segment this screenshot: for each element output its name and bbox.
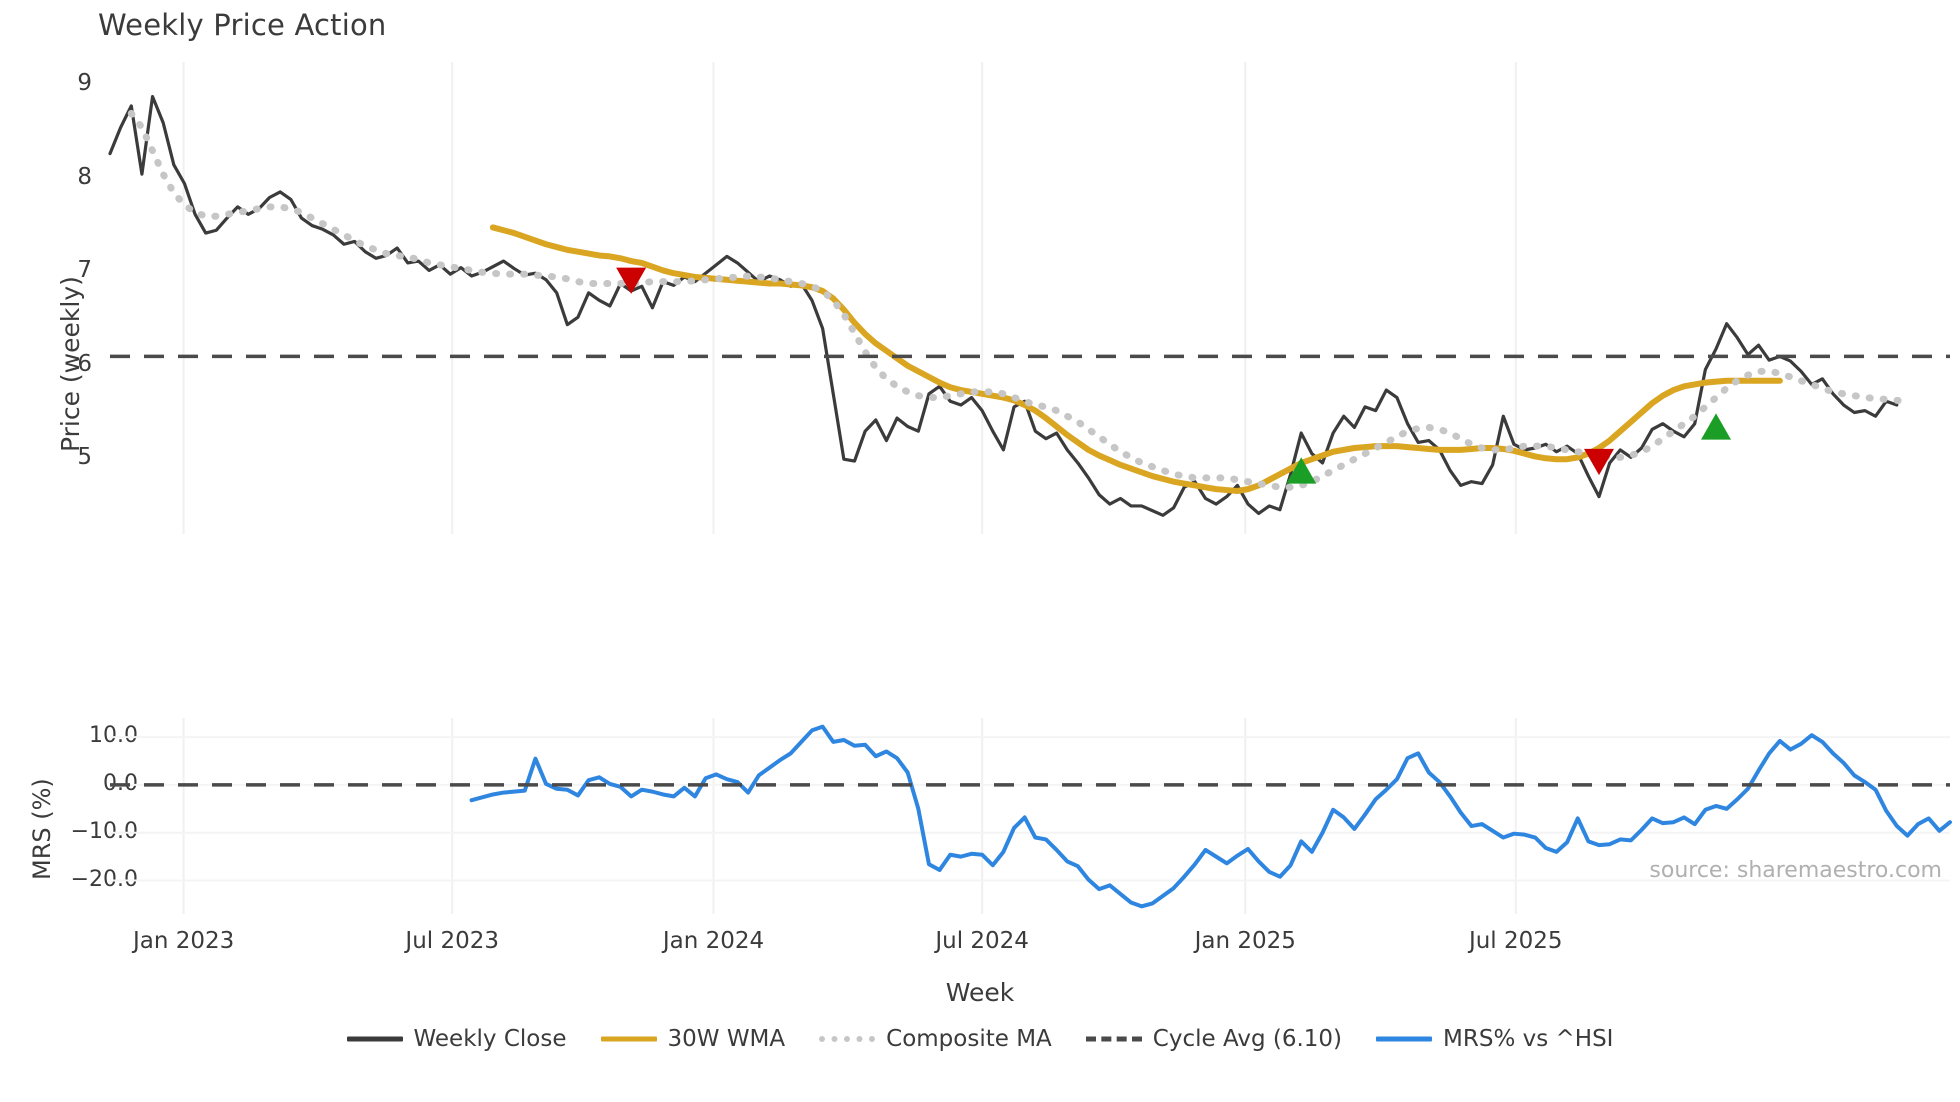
legend-swatch-icon: [819, 1028, 876, 1050]
x-axis-tick: Jul 2025: [1468, 928, 1563, 954]
sell-signal-marker: [616, 267, 647, 294]
mrs-ytick: 10.0: [89, 723, 138, 749]
mrs-chart-svg: [110, 718, 1952, 914]
sell-signal-marker: [1584, 448, 1615, 476]
x-axis-tick: Jan 2023: [132, 928, 235, 954]
legend-swatch-icon: [1376, 1028, 1433, 1050]
legend-item[interactable]: Cycle Avg (6.10): [1085, 1026, 1343, 1052]
series-line: [469, 724, 1952, 909]
price-ytick: 9: [77, 70, 92, 97]
legend-swatch-icon: [346, 1028, 403, 1050]
x-axis-label: Week: [945, 978, 1015, 1007]
legend-item[interactable]: Composite MA: [819, 1026, 1052, 1052]
legend-label: Cycle Avg (6.10): [1152, 1026, 1343, 1052]
legend-label: Composite MA: [886, 1026, 1052, 1052]
x-axis-tick: Jan 2025: [1194, 928, 1296, 954]
x-axis-tick: Jul 2024: [935, 928, 1029, 954]
legend-item[interactable]: 30W WMA: [600, 1026, 786, 1052]
legend-label: 30W WMA: [667, 1026, 786, 1052]
price-ytick: 6: [77, 350, 92, 377]
buy-signal-marker: [1701, 413, 1732, 440]
x-axis-tick: Jan 2024: [662, 928, 765, 954]
mrs-plot-area: [110, 718, 1952, 914]
legend-label: Weekly Close: [413, 1026, 567, 1052]
legend-item[interactable]: Weekly Close: [346, 1026, 567, 1052]
buy-signal-marker: [1286, 457, 1317, 484]
page-title: Weekly Price Action: [98, 8, 387, 42]
legend-swatch-icon: [1085, 1028, 1142, 1050]
legend-swatch-icon: [600, 1028, 657, 1050]
source-watermark: source: sharemaestro.com: [1649, 858, 1942, 883]
series-line: [108, 94, 1899, 517]
series-line: [127, 109, 1911, 491]
price-ytick: 8: [77, 163, 92, 190]
price-ytick: 7: [77, 257, 92, 284]
legend-label: MRS% vs ^HSI: [1443, 1026, 1614, 1052]
price-plot-area: [108, 62, 1950, 534]
chart-legend: Weekly Close 30W WMA Composite MA Cycle Avg…: [0, 1026, 1960, 1052]
price-ytick: 5: [77, 444, 92, 471]
mrs-ytick: −20.0: [70, 866, 138, 892]
price-chart-svg: [108, 62, 1950, 534]
mrs-ytick: −10.0: [70, 818, 138, 844]
x-axis-tick: Jul 2023: [405, 928, 500, 954]
legend-item[interactable]: MRS% vs ^HSI: [1376, 1026, 1613, 1052]
